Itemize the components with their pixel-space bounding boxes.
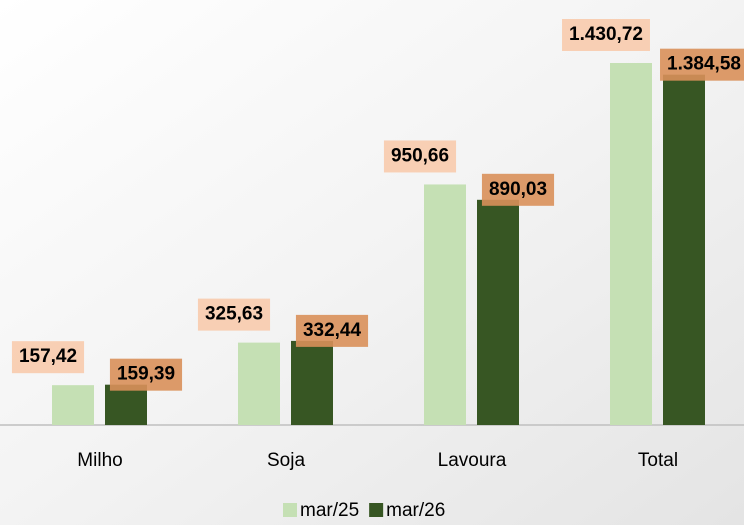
value-label: 325,63 bbox=[205, 304, 263, 325]
value-label: 157,42 bbox=[19, 346, 77, 367]
value-label: 950,66 bbox=[391, 145, 449, 166]
bar bbox=[291, 341, 333, 425]
value-label: 332,44 bbox=[303, 320, 362, 341]
bar bbox=[105, 385, 147, 425]
x-tick-label: Milho bbox=[77, 450, 122, 471]
chart: Milho Soja Lavoura Total 157,42 325,63 950,66 1… bbox=[0, 0, 744, 525]
bar bbox=[52, 385, 94, 425]
legend-label: mar/25 bbox=[300, 500, 359, 521]
x-tick-label: Total bbox=[638, 450, 678, 471]
bar bbox=[424, 184, 466, 425]
bar bbox=[663, 75, 705, 425]
value-label: 1.384,58 bbox=[667, 54, 741, 75]
bar bbox=[477, 200, 519, 425]
x-tick-label: Soja bbox=[267, 450, 305, 471]
value-label: 1.430,72 bbox=[569, 24, 643, 45]
x-tick-label: Lavoura bbox=[438, 450, 507, 471]
value-label: 159,39 bbox=[117, 364, 175, 385]
value-label: 890,03 bbox=[489, 179, 547, 200]
bar bbox=[610, 63, 652, 425]
bar bbox=[238, 343, 280, 425]
legend-label: mar/26 bbox=[386, 500, 445, 521]
legend-swatch bbox=[283, 503, 297, 517]
legend-swatch bbox=[369, 503, 383, 517]
